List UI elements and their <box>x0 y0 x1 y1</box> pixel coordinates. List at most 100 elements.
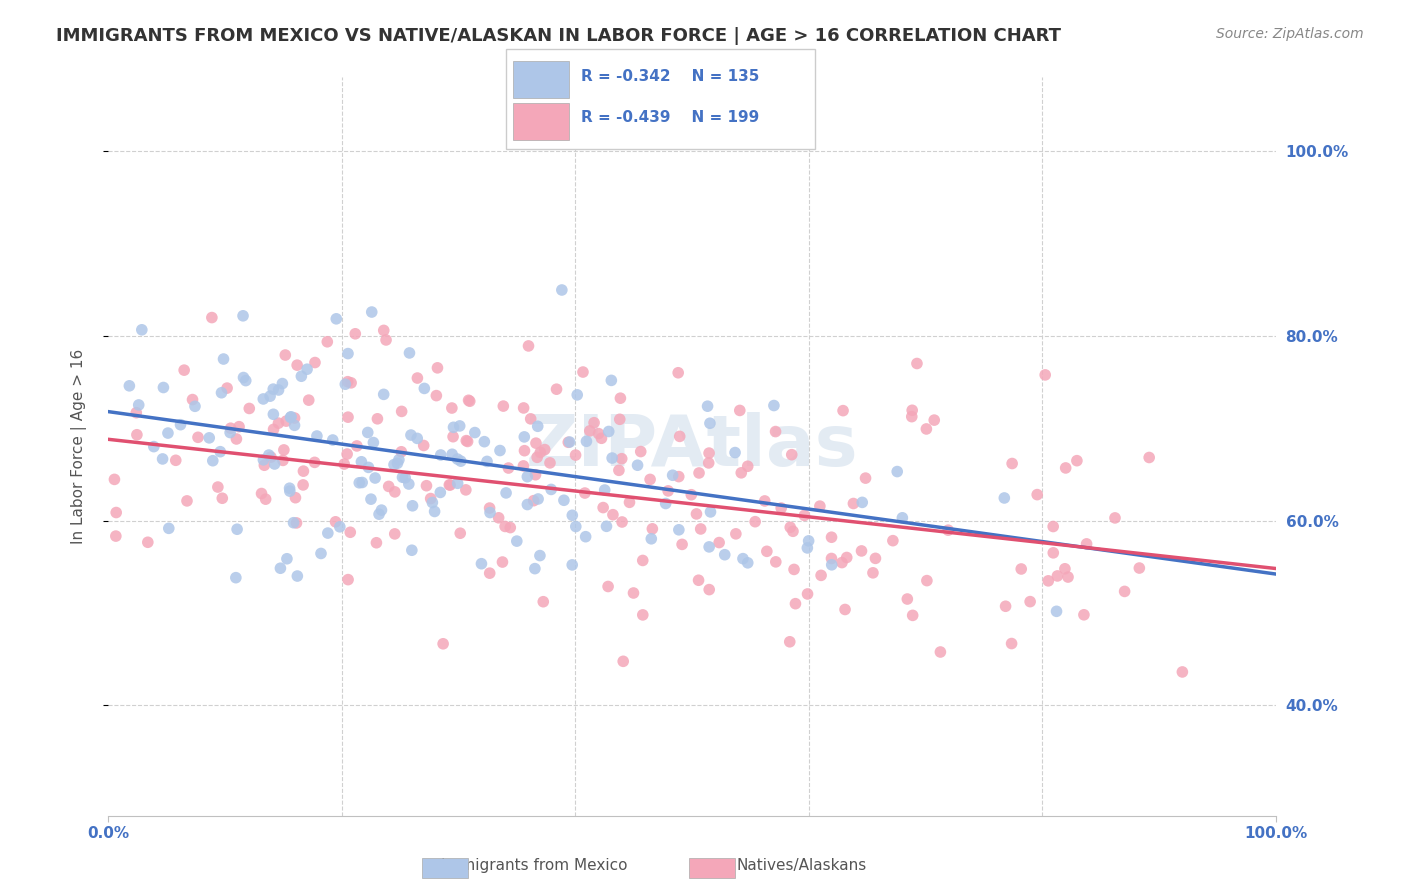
Point <box>262 407 284 421</box>
Point <box>527 491 550 506</box>
Point <box>458 394 481 409</box>
Point <box>1053 562 1076 576</box>
Point <box>737 556 759 570</box>
Point <box>779 520 801 534</box>
Point <box>567 388 589 402</box>
Point <box>523 561 546 575</box>
Point <box>269 561 291 575</box>
Point <box>357 425 380 440</box>
Point <box>295 362 318 376</box>
Point <box>441 447 464 461</box>
Point <box>280 409 302 424</box>
Point <box>285 569 308 583</box>
Point <box>370 503 392 517</box>
Point <box>422 495 444 509</box>
Point <box>363 435 385 450</box>
Point <box>699 417 721 431</box>
Point <box>1054 461 1077 475</box>
Point <box>368 507 391 521</box>
Point <box>583 416 606 430</box>
Point <box>724 526 747 541</box>
Point <box>201 453 224 467</box>
Point <box>104 529 127 543</box>
Point <box>276 414 298 428</box>
Point <box>855 471 877 485</box>
Point <box>219 421 242 435</box>
Point <box>413 381 436 395</box>
Point <box>588 426 610 441</box>
Point <box>762 399 785 413</box>
Point <box>304 355 326 369</box>
Point <box>1042 546 1064 560</box>
Point <box>352 475 374 490</box>
Point <box>796 541 818 555</box>
Point <box>865 551 887 566</box>
Point <box>131 323 153 337</box>
Point <box>470 557 492 571</box>
Point <box>292 478 315 492</box>
Point <box>388 452 411 467</box>
Point <box>401 499 423 513</box>
Point <box>125 427 148 442</box>
Point <box>820 551 842 566</box>
Point <box>252 453 274 467</box>
Point <box>389 444 412 458</box>
Point <box>212 351 235 366</box>
Point <box>357 460 380 475</box>
Point <box>329 520 352 534</box>
Point <box>366 535 388 549</box>
Point <box>382 458 405 472</box>
Point <box>429 448 451 462</box>
Point <box>896 592 918 607</box>
Point <box>439 478 461 492</box>
Point <box>770 501 793 516</box>
Point <box>1010 562 1032 576</box>
Point <box>557 435 579 450</box>
Point <box>1114 584 1136 599</box>
Point <box>1073 607 1095 622</box>
Point <box>339 525 361 540</box>
Point <box>198 431 221 445</box>
Point <box>187 430 209 444</box>
Point <box>136 535 159 549</box>
Point <box>415 479 437 493</box>
Point <box>661 468 683 483</box>
Point <box>387 456 409 470</box>
Point <box>524 436 547 450</box>
Point <box>360 305 382 319</box>
Point <box>575 434 598 449</box>
Point <box>426 360 449 375</box>
Point <box>250 486 273 500</box>
Point <box>322 433 344 447</box>
Point <box>201 310 224 325</box>
Point <box>267 416 290 430</box>
Point <box>499 520 522 534</box>
Point <box>626 458 648 473</box>
Point <box>276 551 298 566</box>
Point <box>285 516 308 530</box>
Point <box>457 393 479 408</box>
Point <box>529 549 551 563</box>
Point <box>546 382 568 396</box>
Point <box>423 504 446 518</box>
Point <box>278 481 301 495</box>
Point <box>283 516 305 530</box>
Point <box>325 311 347 326</box>
Point <box>538 456 561 470</box>
Point <box>419 491 441 506</box>
Point <box>553 493 575 508</box>
Point <box>666 366 689 380</box>
Point <box>638 472 661 486</box>
Point <box>280 410 302 425</box>
Point <box>707 535 730 549</box>
Point <box>333 457 356 471</box>
Point <box>612 654 634 668</box>
Point <box>785 597 807 611</box>
Text: Source: ZipAtlas.com: Source: ZipAtlas.com <box>1216 27 1364 41</box>
Point <box>929 645 952 659</box>
Point <box>654 496 676 510</box>
Point <box>671 537 693 551</box>
Point <box>905 357 928 371</box>
Point <box>688 573 710 587</box>
Point <box>765 425 787 439</box>
